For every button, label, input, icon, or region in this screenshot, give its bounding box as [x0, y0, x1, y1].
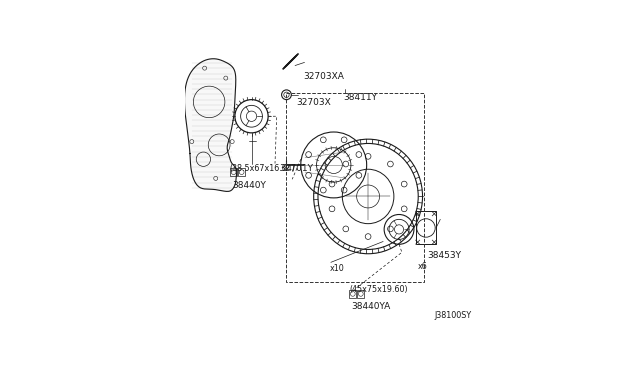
Text: 38411Y: 38411Y [344, 93, 378, 102]
Bar [357, 289, 364, 298]
Text: 38440Y: 38440Y [232, 181, 266, 190]
Text: 32703XA: 32703XA [303, 72, 344, 81]
Text: 38453Y: 38453Y [427, 251, 461, 260]
Bar [230, 168, 237, 176]
Text: 32701Y: 32701Y [279, 164, 314, 173]
Bar [287, 93, 424, 282]
Text: x6: x6 [417, 262, 427, 271]
Polygon shape [184, 59, 237, 192]
Text: J38100SY: J38100SY [434, 311, 471, 320]
Text: (38.5x67x16.64): (38.5x67x16.64) [229, 164, 295, 173]
Text: (45x75x19.60): (45x75x19.60) [349, 285, 408, 294]
Text: 32703X: 32703X [296, 97, 332, 107]
Text: x10: x10 [330, 264, 345, 273]
Text: 38440YA: 38440YA [351, 302, 390, 311]
Bar [416, 212, 436, 244]
Bar [238, 168, 245, 176]
Bar [349, 289, 356, 298]
